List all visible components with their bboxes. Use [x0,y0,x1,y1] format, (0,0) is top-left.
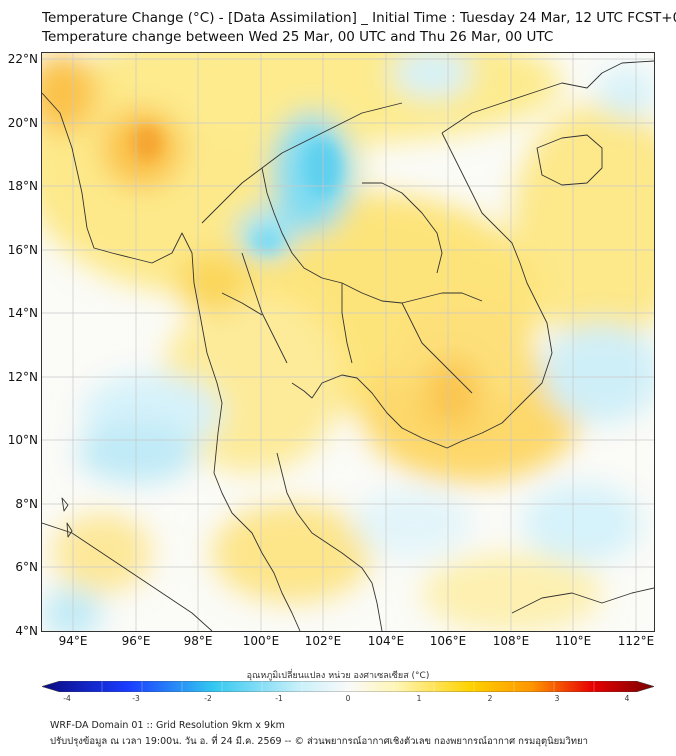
colorbar-tick-3: 3 [554,694,560,703]
lon-label-98e: 98°E [183,634,213,648]
temperature-change-map[interactable] [41,52,655,632]
lon-label-108e: 108°E [492,634,530,648]
lat-label-18n: 18°N [7,179,38,193]
lon-label-104e: 104°E [367,634,405,648]
footer-credit: ปรับปรุงข้อมูล ณ เวลา 19:00น. วัน อ. ที่… [50,736,588,747]
lon-label-96e: 96°E [121,634,151,648]
lon-label-100e: 100°E [242,634,280,648]
lat-label-6n: 6°N [15,560,38,574]
lon-label-94e: 94°E [58,634,88,648]
lon-label-106e: 106°E [429,634,467,648]
lat-label-4n: 4°N [15,624,38,638]
colorbar [42,681,654,692]
colorbar-title: อุณหภูมิเปลี่ยนแปลง หน่วย องศาเซลเซียส (… [246,671,430,681]
map-canvas [42,53,654,631]
colorbar-tick-minus4: -4 [63,694,71,703]
lat-label-22n: 22°N [7,52,38,66]
colorbar-tick-1: 1 [416,694,422,703]
colorbar-tick-0: 0 [345,694,351,703]
coastlines-borders [42,60,654,631]
footer-model-info: WRF-DA Domain 01 :: Grid Resolution 9km … [50,720,285,731]
colorbar-tick-minus3: -3 [132,694,140,703]
lat-label-20n: 20°N [7,116,38,130]
lat-label-14n: 14°N [7,306,38,320]
lat-label-12n: 12°N [7,370,38,384]
graticule [42,53,654,631]
colorbar-tick-minus2: -2 [204,694,212,703]
colorbar-tick-minus1: -1 [275,694,283,703]
map-title-line1: Temperature Change (°C) - [Data Assimila… [42,10,676,26]
lat-label-10n: 10°N [7,433,38,447]
colorbar-tick-4: 4 [624,694,630,703]
lat-label-8n: 8°N [15,497,38,511]
lon-label-112e: 112°E [617,634,655,648]
lat-label-16n: 16°N [7,243,38,257]
lon-label-110e: 110°E [554,634,592,648]
map-subtitle-line2: Temperature change between Wed 25 Mar, 0… [42,29,554,45]
colorbar-tick-2: 2 [487,694,493,703]
lon-label-102e: 102°E [304,634,342,648]
